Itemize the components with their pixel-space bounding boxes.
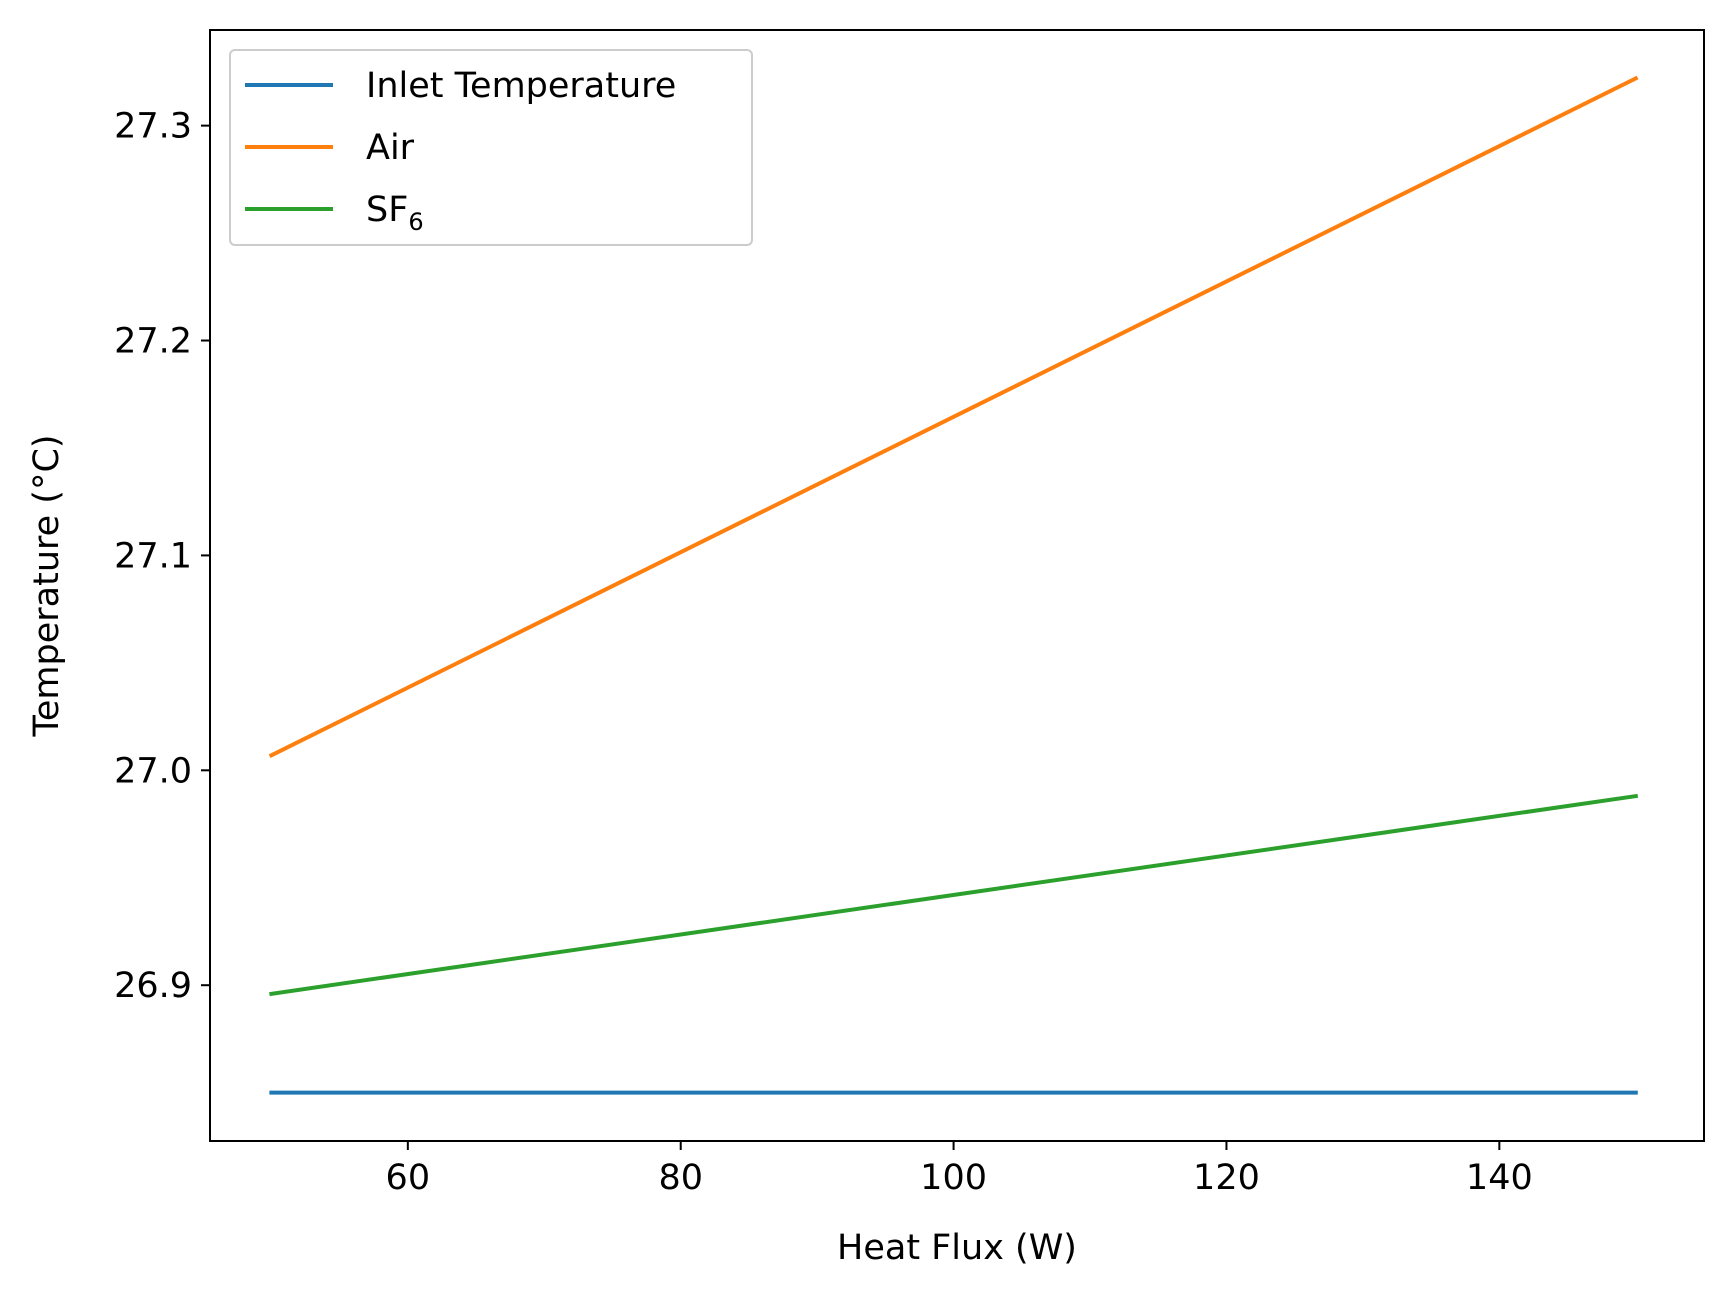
legend-label-text: Inlet Temperature	[366, 66, 676, 106]
legend-label-text: SF	[366, 190, 408, 230]
x-tick-label: 60	[386, 1158, 431, 1198]
series-line-3	[269, 793, 1639, 997]
x-tick-label: 120	[1193, 1158, 1260, 1198]
legend-label-text: Air	[366, 128, 415, 168]
y-tick-label: 26.9	[114, 966, 192, 1006]
y-tick-label: 27.1	[114, 536, 192, 576]
legend-label: SF6	[366, 190, 424, 236]
legend: Inlet Temperature Air SF6	[229, 49, 753, 246]
y-axis-label: Temperature (°C)	[27, 434, 67, 737]
x-tick-label: 140	[1466, 1158, 1533, 1198]
y-tick-label: 27.2	[114, 322, 192, 362]
series-line-2	[268, 75, 1639, 758]
legend-label: Inlet Temperature	[366, 66, 676, 106]
legend-box	[229, 49, 753, 246]
legend-label: Air	[366, 128, 415, 168]
legend-label-subscript: 6	[408, 208, 423, 236]
y-tick-label: 27.0	[114, 751, 192, 791]
x-tick-label: 80	[658, 1158, 703, 1198]
y-tick-label: 27.3	[114, 107, 192, 147]
x-axis-label: Heat Flux (W)	[837, 1228, 1077, 1268]
y-axis-ticks: 26.9 27.0 27.1 27.2 27.3	[114, 107, 210, 1006]
plot-frame	[209, 29, 1705, 1142]
x-axis-ticks: 60 80 100 120 140	[386, 1141, 1533, 1198]
series-layer	[268, 75, 1639, 1095]
x-tick-label: 100	[920, 1158, 987, 1198]
